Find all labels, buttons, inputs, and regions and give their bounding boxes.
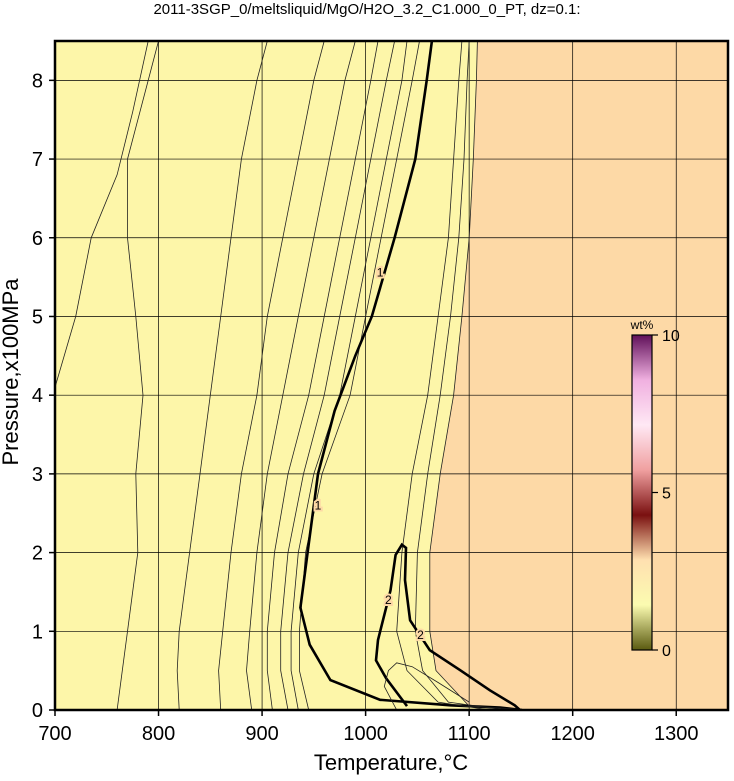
y-tick-label: 5 xyxy=(32,306,43,328)
colorbar-tick-label: 10 xyxy=(662,328,680,345)
y-tick-label: 1 xyxy=(32,621,43,643)
contour-line xyxy=(383,662,470,710)
chart-title: 2011-3SGP_0/meltsliquid/MgO/H2O_3.2_C1.0… xyxy=(153,1,580,18)
contour-line xyxy=(429,41,532,710)
x-tick-label: 700 xyxy=(38,723,71,745)
plot-area xyxy=(55,41,728,710)
y-tick-label: 6 xyxy=(32,228,43,250)
contour-line-major xyxy=(374,542,521,710)
y-tick-label: 7 xyxy=(32,149,43,171)
x-tick-label: 1100 xyxy=(448,723,491,745)
contour-label: 2 xyxy=(417,628,424,642)
colorbar xyxy=(631,334,653,651)
x-tick-label: 1000 xyxy=(343,723,388,745)
contour-line xyxy=(396,41,490,710)
y-axis-label: Pressure,x100MPa xyxy=(0,278,23,466)
contour-line-major xyxy=(299,41,523,710)
x-axis-label: Temperature,°C xyxy=(314,750,468,775)
contour-line xyxy=(218,41,325,710)
y-tick-label: 4 xyxy=(32,385,43,407)
y-tick-label: 8 xyxy=(32,70,43,92)
x-tick-label: 1200 xyxy=(550,723,595,745)
contour-line xyxy=(299,41,420,710)
contour-line xyxy=(246,41,356,710)
contour-label: 1 xyxy=(377,265,384,279)
contour-label: 2 xyxy=(385,593,392,607)
colorbar-label: wt% xyxy=(630,318,654,332)
colorbar-tick-label: 0 xyxy=(662,643,671,660)
contour-line xyxy=(116,41,159,710)
contour-line xyxy=(280,41,395,710)
x-tick-label: 900 xyxy=(245,723,278,745)
contour-label: 1 xyxy=(315,498,322,512)
y-tick-label: 3 xyxy=(32,464,43,486)
y-tick-label: 0 xyxy=(32,700,43,722)
plot-frame xyxy=(53,39,730,712)
y-tick-label: 2 xyxy=(32,543,43,565)
contour-line xyxy=(55,41,149,388)
background-high xyxy=(429,41,728,710)
contour-line xyxy=(176,41,268,710)
x-tick-label: 800 xyxy=(142,723,175,745)
colorbar-tick-label: 5 xyxy=(662,486,671,503)
contour-line xyxy=(266,41,379,710)
x-tick-label: 1300 xyxy=(654,723,699,745)
